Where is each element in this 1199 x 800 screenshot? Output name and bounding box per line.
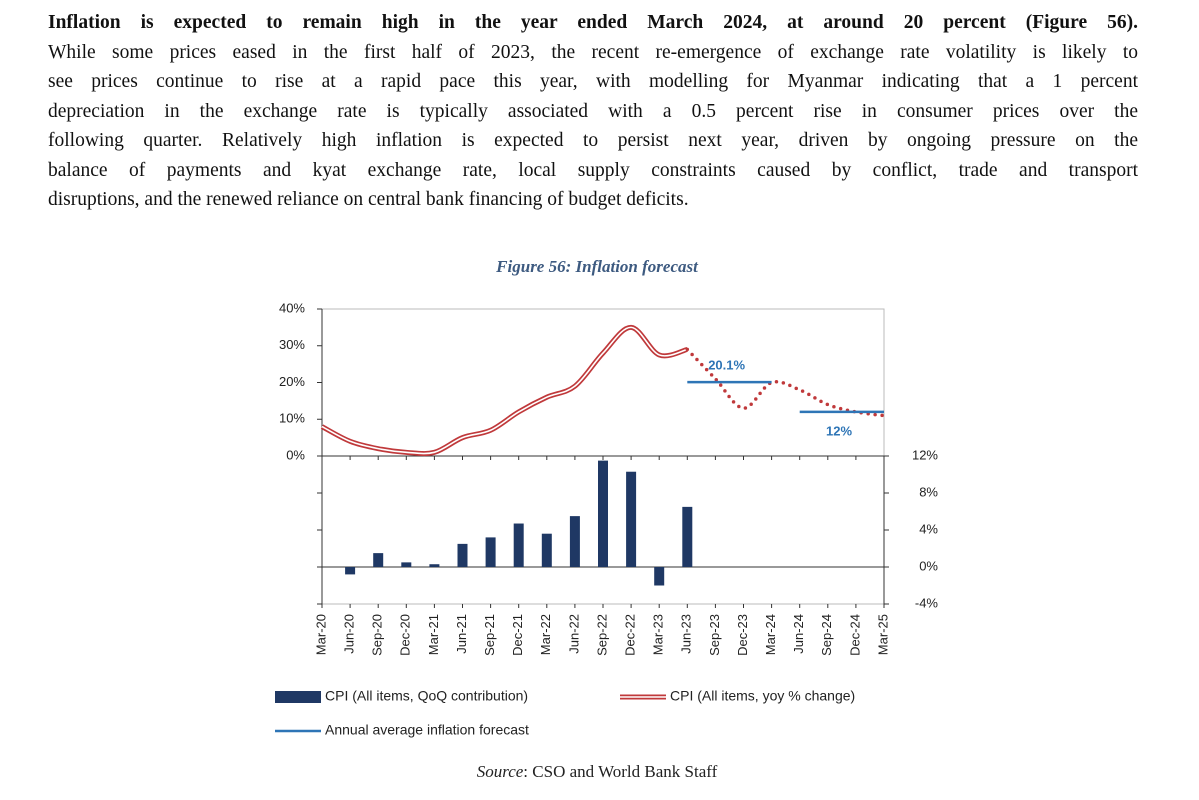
bar — [598, 460, 608, 567]
bar — [485, 537, 496, 567]
bar — [682, 506, 693, 567]
y-tick-label: 40% — [279, 300, 305, 315]
x-tick-label: Sep-23 — [707, 614, 722, 656]
x-tick-label: Mar-24 — [763, 614, 778, 655]
x-tick-label: Jun-21 — [454, 614, 469, 654]
x-tick-label: Sep-21 — [482, 614, 497, 656]
x-tick-label: Jun-24 — [791, 614, 806, 654]
x-tick-label: Jun-20 — [342, 614, 357, 654]
y2-tick-label: 12% — [912, 447, 938, 462]
bar — [569, 516, 580, 567]
x-tick-label: Sep-20 — [370, 614, 385, 656]
body-line: depreciation in the exchange rate is typ… — [48, 100, 1138, 122]
x-tick-label: Dec-20 — [398, 614, 413, 656]
y-tick-label: 10% — [279, 411, 305, 426]
bar — [457, 543, 468, 567]
bar — [429, 564, 440, 567]
line-inner — [321, 326, 688, 455]
bar — [373, 553, 384, 567]
source-label: Source — [477, 762, 524, 781]
legend-label: CPI (All items, QoQ contribution) — [325, 688, 528, 704]
source: Source: CSO and World Bank Staff — [477, 762, 718, 781]
legend-swatch — [275, 691, 321, 703]
value-label: 20.1% — [708, 358, 745, 373]
body-line: following quarter. Relatively high infla… — [48, 130, 1138, 151]
y-tick-label: 0% — [286, 447, 305, 462]
bar — [541, 533, 552, 567]
bar — [513, 523, 524, 567]
y2-tick-label: 4% — [919, 521, 938, 536]
source-text: : CSO and World Bank Staff — [523, 762, 717, 781]
y-tick-label: 30% — [279, 337, 305, 352]
line-outer — [320, 324, 689, 457]
x-tick-label: Dec-22 — [623, 614, 638, 656]
x-tick-label: Dec-23 — [735, 614, 750, 656]
x-tick-label: Jun-23 — [679, 614, 694, 654]
legend-label: Annual average inflation forecast — [325, 722, 529, 738]
x-tick-label: Mar-21 — [426, 614, 441, 655]
body-line: While some prices eased in the first hal… — [48, 41, 1138, 63]
bar — [401, 562, 412, 567]
x-tick-label: Mar-20 — [313, 614, 328, 655]
heading: Inflation is expected to remain high in … — [48, 12, 1138, 33]
figure-title: Figure 56: Inflation forecast — [495, 257, 699, 276]
plot-frame — [321, 308, 885, 457]
bar — [345, 567, 356, 575]
value-label: 12% — [826, 423, 852, 438]
x-tick-label: Dec-24 — [847, 614, 862, 656]
body-line: disruptions, and the renewed reliance on… — [48, 189, 689, 210]
bar — [626, 471, 637, 567]
x-tick-label: Mar-25 — [875, 614, 890, 655]
x-tick-label: Mar-22 — [538, 614, 553, 655]
body-line: balance of payments and kyat exchange ra… — [48, 159, 1138, 181]
x-tick-label: Mar-23 — [651, 614, 666, 655]
y2-tick-label: -4% — [915, 595, 939, 610]
x-tick-label: Sep-24 — [819, 614, 834, 656]
y-tick-label: 20% — [279, 374, 305, 389]
x-tick-label: Sep-22 — [594, 614, 609, 656]
bar — [654, 567, 665, 586]
x-tick-label: Jun-22 — [566, 614, 581, 654]
legend-label: CPI (All items, yoy % change) — [670, 688, 855, 704]
x-tick-label: Dec-21 — [510, 614, 525, 656]
body-line: see prices continue to rise at a rapid p… — [48, 71, 1138, 92]
y2-tick-label: 0% — [919, 558, 938, 573]
y2-tick-label: 8% — [919, 484, 938, 499]
text-block: Inflation is expected to remain high in … — [48, 8, 1138, 215]
